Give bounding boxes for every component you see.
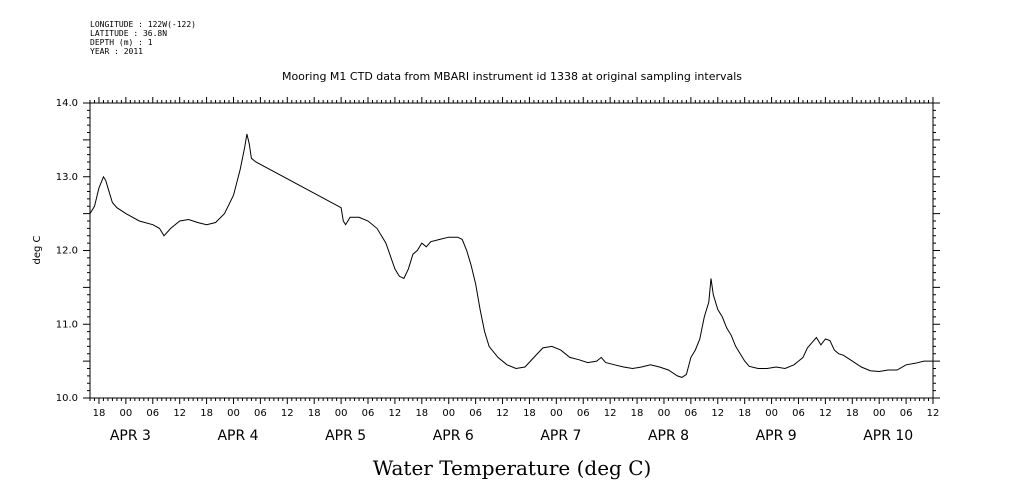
- x-hour-tick-label: 12: [496, 408, 509, 419]
- x-hour-tick-label: 06: [684, 408, 697, 419]
- x-axis-label: Water Temperature (deg C): [373, 456, 652, 480]
- x-day-label: APR 4: [217, 428, 258, 444]
- y-tick-label: 13.0: [56, 172, 78, 183]
- x-hour-tick-label: 06: [900, 408, 913, 419]
- y-axis-label: deg C: [32, 235, 43, 264]
- plot-frame: [89, 102, 934, 399]
- y-tick-label: 10.0: [56, 393, 78, 404]
- x-hour-tick-label: 12: [389, 408, 402, 419]
- x-day-label: APR 5: [325, 428, 366, 444]
- x-hour-tick-label: 12: [281, 408, 294, 419]
- x-hour-tick-label: 00: [765, 408, 778, 419]
- x-hour-tick-label: 00: [873, 408, 886, 419]
- x-hour-tick-label: 00: [335, 408, 348, 419]
- x-day-label: APR 6: [433, 428, 474, 444]
- x-hour-tick-label: 06: [146, 408, 159, 419]
- x-hour-tick-label: 18: [523, 408, 536, 419]
- x-hour-tick-label: 00: [227, 408, 240, 419]
- x-hour-tick-label: 06: [792, 408, 805, 419]
- x-day-label: APR 7: [540, 428, 581, 444]
- metadata-depth: DEPTH (m) : 1: [90, 38, 153, 47]
- y-tick-label: 12.0: [56, 246, 78, 257]
- x-hour-tick-label: 00: [120, 408, 133, 419]
- x-hour-tick-label: 06: [577, 408, 590, 419]
- x-hour-tick-label: 18: [415, 408, 428, 419]
- x-hour-tick-label: 18: [200, 408, 213, 419]
- x-hour-tick-label: 12: [819, 408, 832, 419]
- x-hour-tick-label: 06: [254, 408, 267, 419]
- x-hour-tick-label: 12: [711, 408, 724, 419]
- x-hour-tick-label: 18: [846, 408, 859, 419]
- y-tick-label: 14.0: [56, 98, 78, 109]
- x-hour-tick-label: 06: [469, 408, 482, 419]
- metadata-year: YEAR : 2011: [90, 47, 143, 56]
- chart-title: Mooring M1 CTD data from MBARI instrumen…: [282, 70, 742, 83]
- x-hour-tick-label: 00: [658, 408, 671, 419]
- x-hour-tick-label: 18: [93, 408, 106, 419]
- x-hour-tick-label: 18: [738, 408, 751, 419]
- x-day-label: APR 10: [863, 428, 913, 444]
- x-hour-tick-label: 18: [308, 408, 321, 419]
- x-hour-tick-label: 00: [442, 408, 455, 419]
- x-day-label: APR 8: [648, 428, 689, 444]
- x-hour-tick-label: 12: [173, 408, 186, 419]
- metadata-longitude: LONGITUDE : 122W(-122): [90, 20, 196, 29]
- x-hour-tick-label: 18: [631, 408, 644, 419]
- x-hour-tick-label: 12: [927, 408, 940, 419]
- temperature-series-line: [89, 133, 933, 378]
- x-hour-tick-label: 00: [550, 408, 563, 419]
- x-hour-tick-label: 06: [362, 408, 375, 419]
- x-day-label: APR 9: [756, 428, 797, 444]
- metadata-latitude: LATITUDE : 36.8N: [90, 29, 168, 38]
- x-hour-tick-label: 12: [604, 408, 617, 419]
- x-day-label: APR 3: [110, 428, 151, 444]
- y-tick-label: 11.0: [56, 319, 78, 330]
